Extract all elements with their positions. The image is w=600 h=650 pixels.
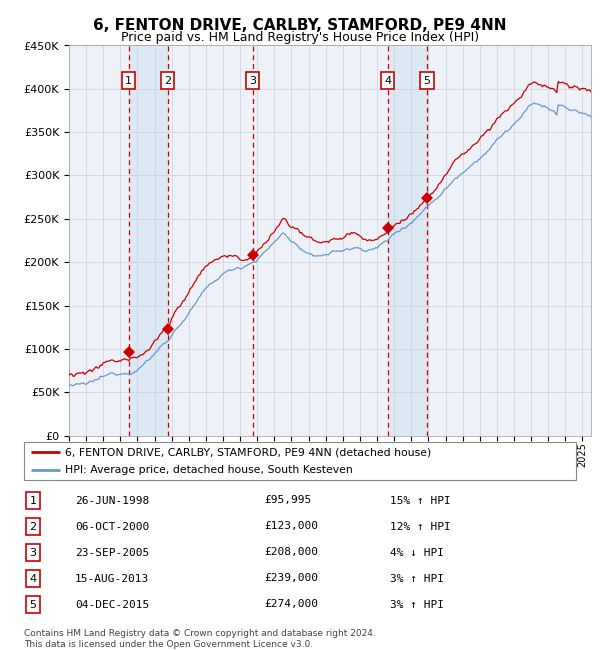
- Text: 1: 1: [29, 495, 37, 506]
- Text: 5: 5: [29, 599, 37, 610]
- Text: 1: 1: [125, 75, 132, 86]
- Bar: [388, 46, 427, 436]
- Text: 23-SEP-2005: 23-SEP-2005: [75, 547, 149, 558]
- Text: 15-AUG-2013: 15-AUG-2013: [75, 573, 149, 584]
- Text: 3% ↑ HPI: 3% ↑ HPI: [390, 573, 444, 584]
- Text: 2: 2: [164, 75, 171, 86]
- Text: 2: 2: [29, 521, 37, 532]
- Text: £239,000: £239,000: [264, 573, 318, 584]
- Text: 15% ↑ HPI: 15% ↑ HPI: [390, 495, 451, 506]
- Text: 5: 5: [424, 75, 431, 86]
- Bar: [128, 46, 167, 436]
- Text: £95,995: £95,995: [264, 495, 311, 506]
- Text: HPI: Average price, detached house, South Kesteven: HPI: Average price, detached house, Sout…: [65, 465, 353, 474]
- FancyBboxPatch shape: [24, 442, 576, 480]
- Text: 26-JUN-1998: 26-JUN-1998: [75, 495, 149, 506]
- Text: 3: 3: [249, 75, 256, 86]
- Text: 12% ↑ HPI: 12% ↑ HPI: [390, 521, 451, 532]
- Text: 4% ↓ HPI: 4% ↓ HPI: [390, 547, 444, 558]
- Text: 6, FENTON DRIVE, CARLBY, STAMFORD, PE9 4NN (detached house): 6, FENTON DRIVE, CARLBY, STAMFORD, PE9 4…: [65, 447, 431, 457]
- Text: Contains HM Land Registry data © Crown copyright and database right 2024.
This d: Contains HM Land Registry data © Crown c…: [24, 629, 376, 649]
- Text: £123,000: £123,000: [264, 521, 318, 532]
- Text: £208,000: £208,000: [264, 547, 318, 558]
- Text: Price paid vs. HM Land Registry's House Price Index (HPI): Price paid vs. HM Land Registry's House …: [121, 31, 479, 44]
- Text: 3% ↑ HPI: 3% ↑ HPI: [390, 599, 444, 610]
- Text: 06-OCT-2000: 06-OCT-2000: [75, 521, 149, 532]
- Text: 6, FENTON DRIVE, CARLBY, STAMFORD, PE9 4NN: 6, FENTON DRIVE, CARLBY, STAMFORD, PE9 4…: [93, 18, 507, 32]
- Text: 4: 4: [29, 573, 37, 584]
- Text: 3: 3: [29, 547, 37, 558]
- Text: 04-DEC-2015: 04-DEC-2015: [75, 599, 149, 610]
- Text: 4: 4: [384, 75, 391, 86]
- Text: £274,000: £274,000: [264, 599, 318, 610]
